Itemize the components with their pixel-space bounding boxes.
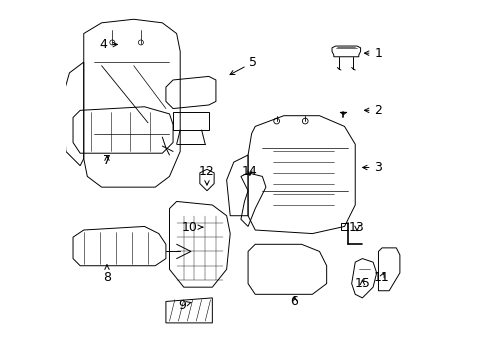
Text: 7: 7: [103, 154, 111, 167]
Text: 15: 15: [354, 277, 369, 290]
Text: 11: 11: [373, 271, 389, 284]
Text: 1: 1: [364, 47, 382, 60]
Text: 10: 10: [181, 221, 203, 234]
Text: 14: 14: [242, 165, 257, 177]
Text: 12: 12: [199, 165, 214, 185]
Text: 13: 13: [348, 221, 364, 234]
Text: 3: 3: [362, 161, 382, 174]
Text: 9: 9: [178, 298, 191, 311]
Text: 5: 5: [229, 55, 257, 75]
Text: 4: 4: [99, 39, 117, 51]
Text: 2: 2: [364, 104, 382, 117]
Polygon shape: [331, 46, 360, 57]
Text: 6: 6: [290, 295, 298, 308]
Text: 8: 8: [103, 265, 111, 284]
